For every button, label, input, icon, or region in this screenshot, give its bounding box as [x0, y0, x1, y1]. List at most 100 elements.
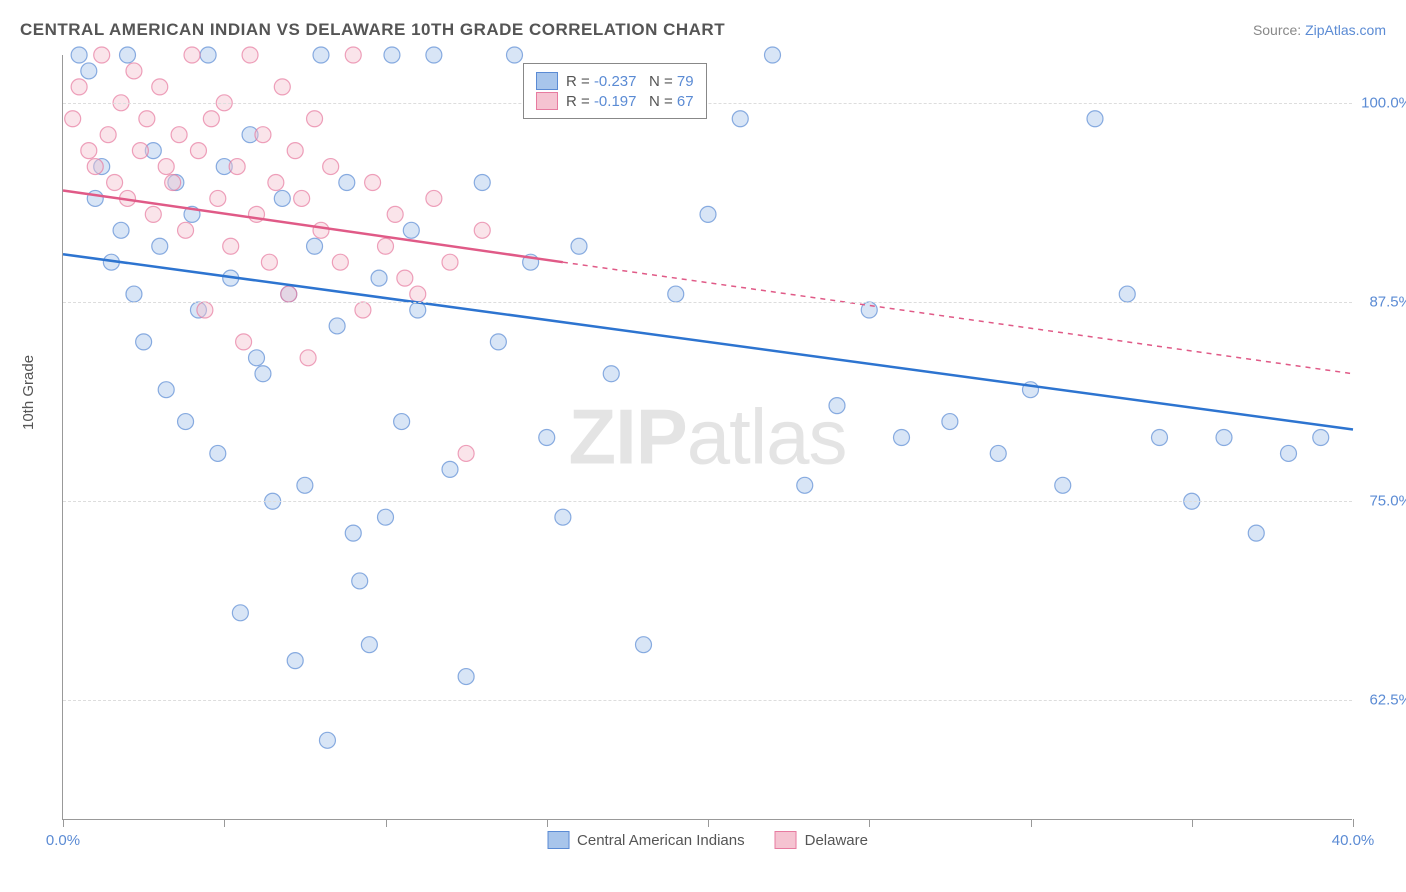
- legend-label: Delaware: [805, 832, 868, 849]
- scatter-point: [1055, 477, 1071, 493]
- scatter-point: [387, 206, 403, 222]
- grid-line: [63, 103, 1352, 104]
- scatter-point: [236, 334, 252, 350]
- scatter-point: [287, 143, 303, 159]
- scatter-point: [1087, 111, 1103, 127]
- x-tick-label: 0.0%: [46, 832, 80, 849]
- scatter-point: [765, 47, 781, 63]
- scatter-point: [94, 47, 110, 63]
- scatter-point: [190, 143, 206, 159]
- scatter-point: [490, 334, 506, 350]
- scatter-point: [152, 79, 168, 95]
- scatter-point: [132, 143, 148, 159]
- scatter-point: [1313, 430, 1329, 446]
- scatter-point: [319, 732, 335, 748]
- correlation-legend: R = -0.237 N = 79 R = -0.197 N = 67: [523, 63, 707, 119]
- scatter-point: [203, 111, 219, 127]
- scatter-point: [71, 47, 87, 63]
- scatter-point: [249, 350, 265, 366]
- x-tick: [708, 819, 709, 827]
- scatter-point: [442, 461, 458, 477]
- scatter-point: [184, 47, 200, 63]
- scatter-point: [274, 79, 290, 95]
- scatter-point: [332, 254, 348, 270]
- y-tick-label: 62.5%: [1369, 692, 1406, 709]
- scatter-point: [474, 175, 490, 191]
- scatter-point: [87, 190, 103, 206]
- scatter-point: [307, 238, 323, 254]
- x-tick: [386, 819, 387, 827]
- scatter-point: [81, 143, 97, 159]
- source-link[interactable]: ZipAtlas.com: [1305, 22, 1386, 38]
- scatter-point: [268, 175, 284, 191]
- scatter-point: [378, 509, 394, 525]
- legend-swatch: [547, 831, 569, 849]
- scatter-point: [313, 47, 329, 63]
- scatter-point: [636, 637, 652, 653]
- scatter-point: [797, 477, 813, 493]
- scatter-point: [255, 127, 271, 143]
- scatter-point: [732, 111, 748, 127]
- scatter-point: [829, 398, 845, 414]
- scatter-point: [210, 190, 226, 206]
- scatter-point: [113, 222, 129, 238]
- grid-line: [63, 501, 1352, 502]
- x-tick: [224, 819, 225, 827]
- scatter-point: [403, 222, 419, 238]
- scatter-point: [426, 190, 442, 206]
- scatter-point: [313, 222, 329, 238]
- scatter-point: [71, 79, 87, 95]
- scatter-point: [87, 159, 103, 175]
- scatter-point: [287, 653, 303, 669]
- scatter-point: [126, 286, 142, 302]
- x-tick: [547, 819, 548, 827]
- scatter-point: [458, 669, 474, 685]
- scatter-point: [300, 350, 316, 366]
- x-tick: [1031, 819, 1032, 827]
- scatter-point: [307, 111, 323, 127]
- scatter-point: [507, 47, 523, 63]
- x-tick: [1192, 819, 1193, 827]
- legend-text: R = -0.237 N = 79: [566, 73, 694, 90]
- scatter-point: [397, 270, 413, 286]
- scatter-point: [942, 414, 958, 430]
- scatter-point: [555, 509, 571, 525]
- scatter-point: [178, 222, 194, 238]
- legend-swatch: [775, 831, 797, 849]
- grid-line: [63, 700, 1352, 701]
- scatter-point: [571, 238, 587, 254]
- scatter-point: [281, 286, 297, 302]
- x-tick-label: 40.0%: [1332, 832, 1375, 849]
- scatter-point: [158, 159, 174, 175]
- scatter-point: [1281, 445, 1297, 461]
- scatter-point: [329, 318, 345, 334]
- scatter-point: [120, 47, 136, 63]
- scatter-point: [345, 47, 361, 63]
- y-tick-label: 87.5%: [1369, 294, 1406, 311]
- x-tick: [1353, 819, 1354, 827]
- legend-swatch: [536, 72, 558, 90]
- scatter-point: [394, 414, 410, 430]
- scatter-point: [1119, 286, 1135, 302]
- scatter-point: [171, 127, 187, 143]
- scatter-point: [378, 238, 394, 254]
- legend-label: Central American Indians: [577, 832, 745, 849]
- scatter-point: [136, 334, 152, 350]
- chart-title: CENTRAL AMERICAN INDIAN VS DELAWARE 10TH…: [20, 20, 725, 40]
- trend-line-dashed: [563, 262, 1353, 374]
- scatter-point: [361, 637, 377, 653]
- trend-line: [63, 254, 1353, 429]
- scatter-point: [700, 206, 716, 222]
- legend-text: R = -0.197 N = 67: [566, 93, 694, 110]
- scatter-point: [126, 63, 142, 79]
- scatter-point: [458, 445, 474, 461]
- scatter-point: [178, 414, 194, 430]
- scatter-point: [339, 175, 355, 191]
- series-legend: Central American Indians Delaware: [547, 831, 868, 849]
- scatter-point: [1152, 430, 1168, 446]
- scatter-point: [355, 302, 371, 318]
- scatter-point: [165, 175, 181, 191]
- scatter-point: [81, 63, 97, 79]
- chart-plot-area: ZIPatlas 62.5%75.0%87.5%100.0%0.0%40.0%R…: [62, 55, 1352, 820]
- scatter-point: [158, 382, 174, 398]
